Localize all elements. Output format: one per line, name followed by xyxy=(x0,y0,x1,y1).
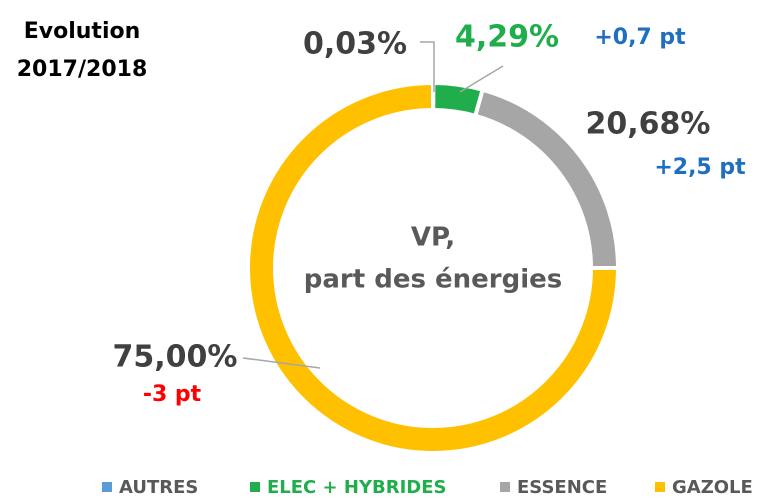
legend-label: ELEC + HYBRIDES xyxy=(267,477,446,498)
value-label: 20,68% xyxy=(586,107,711,142)
annotation: +2,5 pt xyxy=(654,155,746,180)
center-label: VP, xyxy=(411,223,455,253)
leader-line xyxy=(459,65,504,93)
center-label: part des énergies xyxy=(304,265,562,295)
legend-label: ESSENCE xyxy=(517,477,607,498)
legend-swatch xyxy=(102,482,112,492)
value-label: 4,29% xyxy=(455,20,559,55)
annotation: +0,7 pt xyxy=(594,25,686,50)
chart-title: Evolution xyxy=(24,19,141,44)
legend-label: GAZOLE xyxy=(672,477,753,498)
leader-line xyxy=(242,357,321,369)
leader-line xyxy=(420,41,435,92)
value-label: 0,03% xyxy=(303,27,407,62)
legend-swatch xyxy=(500,482,510,492)
legend-label: AUTRES xyxy=(119,477,198,498)
legend-swatch xyxy=(655,482,665,492)
legend-swatch xyxy=(250,482,260,492)
annotation: -3 pt xyxy=(143,382,202,407)
chart-title: 2017/2018 xyxy=(17,57,148,82)
value-label: 75,00% xyxy=(113,340,238,375)
donut-segment xyxy=(246,80,621,455)
